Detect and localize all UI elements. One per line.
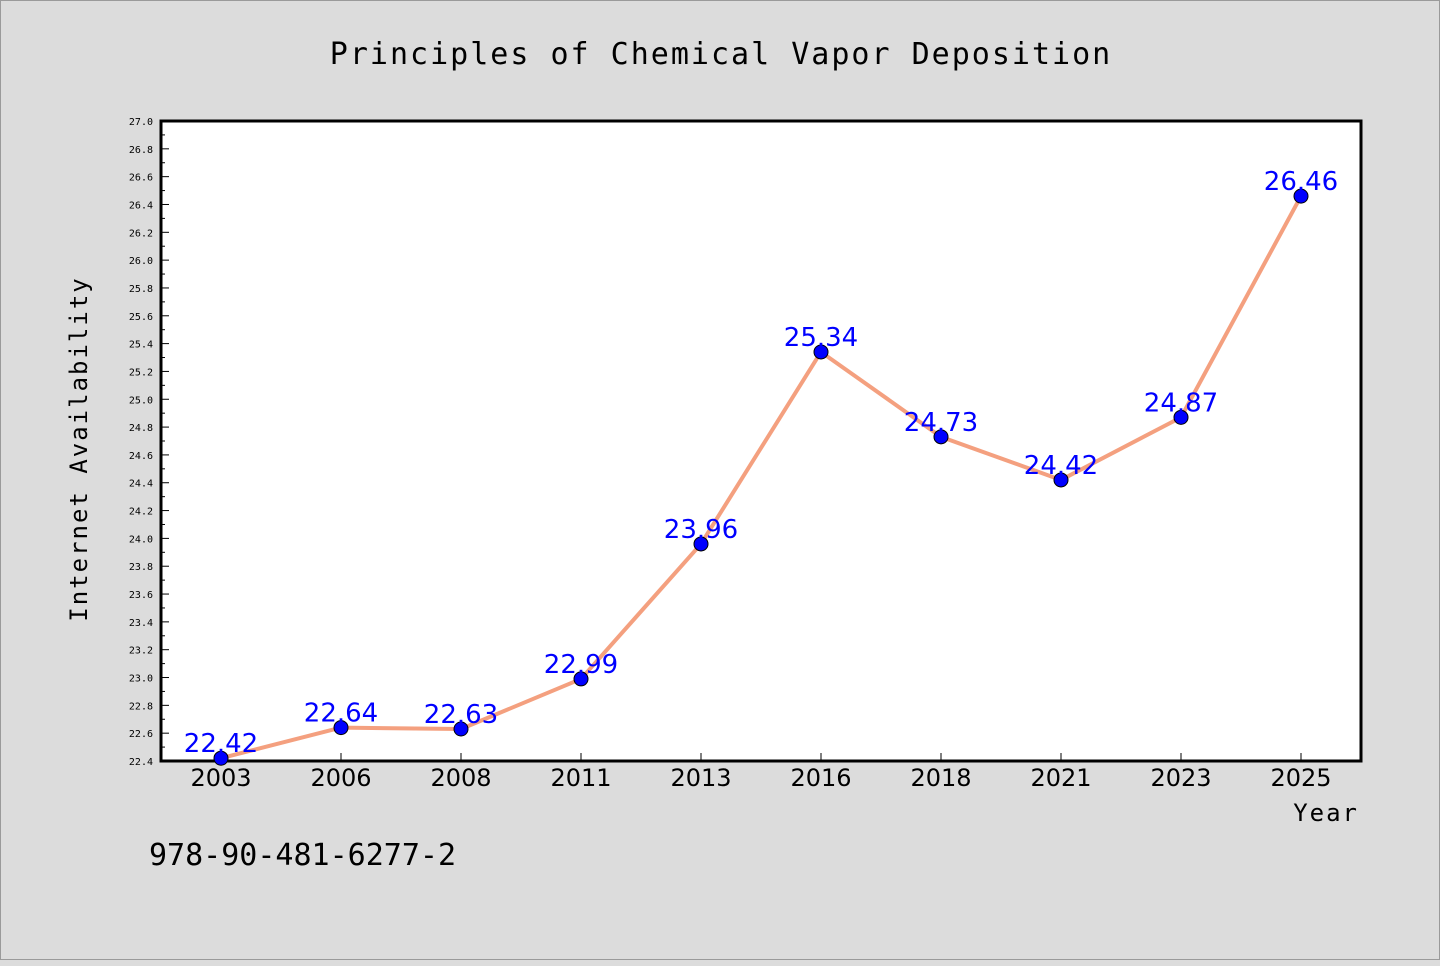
y-tick-label: 26.0	[129, 256, 153, 267]
data-label: 23.96	[664, 515, 738, 545]
x-tick-label: 2003	[190, 764, 251, 792]
data-point	[453, 721, 469, 737]
data-label: 22.63	[424, 700, 498, 730]
y-tick-label: 23.6	[129, 590, 153, 601]
x-tick-label: 2023	[1150, 764, 1211, 792]
chart-title: Principles of Chemical Vapor Deposition	[330, 37, 1112, 72]
data-label: 22.42	[184, 729, 258, 759]
series-layer	[213, 188, 1309, 766]
x-tick-label: 2013	[670, 764, 731, 792]
y-tick-label: 24.8	[129, 423, 153, 434]
data-point	[693, 536, 709, 552]
plot-area	[159, 119, 1363, 763]
data-point	[1173, 409, 1189, 425]
data-point	[1053, 472, 1069, 488]
y-tick-label: 23.8	[129, 562, 153, 573]
data-point	[213, 750, 229, 766]
x-axis-label: Year	[1293, 799, 1359, 827]
y-tick-label: 26.6	[129, 173, 153, 184]
data-label: 24.42	[1024, 451, 1098, 481]
data-point	[933, 429, 949, 445]
y-tick-label: 22.4	[129, 757, 153, 768]
data-point	[813, 344, 829, 360]
y-tick-label: 23.2	[129, 646, 153, 657]
x-axis: 2003 2006 2008 2011 2013 2016 2018 2021 2023 2025	[190, 753, 1332, 792]
y-tick-label: 25.8	[129, 284, 153, 295]
series-line	[220, 195, 1303, 761]
y-tick-label: 23.0	[129, 674, 153, 685]
x-tick-label: 2016	[790, 764, 851, 792]
data-label: 26.46	[1264, 167, 1338, 197]
y-tick-label: 26.8	[129, 145, 153, 156]
x-tick-label: 2021	[1030, 764, 1091, 792]
data-label: 24.73	[904, 408, 978, 438]
data-point	[333, 720, 349, 736]
y-axis-label: Internet Availability	[65, 276, 93, 621]
x-tick-label: 2006	[310, 764, 371, 792]
x-tick-label: 2025	[1270, 764, 1331, 792]
x-tick-label: 2018	[910, 764, 971, 792]
y-tick-label: 26.4	[129, 200, 153, 211]
data-label: 22.64	[304, 699, 378, 729]
x-tick-label: 2011	[550, 764, 611, 792]
y-tick-label: 24.2	[129, 507, 153, 518]
y-tick-label: 26.2	[129, 228, 153, 239]
y-tick-label: 22.6	[129, 729, 153, 740]
y-tick-label: 22.8	[129, 701, 153, 712]
y-tick-label: 25.4	[129, 340, 153, 351]
y-tick-label: 24.0	[129, 534, 153, 545]
data-label-layer: 22.42 22.64 22.63 22.99 23.96 25.34 24.73 24.42…	[184, 167, 1338, 759]
data-point	[573, 671, 589, 687]
data-label: 25.34	[784, 323, 858, 353]
data-label: 22.99	[544, 650, 618, 680]
y-tick-label: 23.4	[129, 618, 153, 629]
y-tick-label: 25.2	[129, 367, 153, 378]
y-tick-label: 27.0	[129, 117, 153, 128]
y-tick-label: 24.6	[129, 451, 153, 462]
data-point	[1293, 188, 1309, 204]
y-tick-label: 25.6	[129, 312, 153, 323]
y-axis: 22.4 22.6 22.8 23.0 23.2 23.4 23.6 23.8 24.0 24.2…	[129, 117, 169, 768]
x-tick-label: 2008	[430, 764, 491, 792]
data-label: 24.87	[1144, 388, 1218, 418]
y-tick-label: 25.0	[129, 395, 153, 406]
y-tick-label: 24.4	[129, 479, 153, 490]
isbn-text: 978-90-481-6277-2	[149, 838, 456, 873]
